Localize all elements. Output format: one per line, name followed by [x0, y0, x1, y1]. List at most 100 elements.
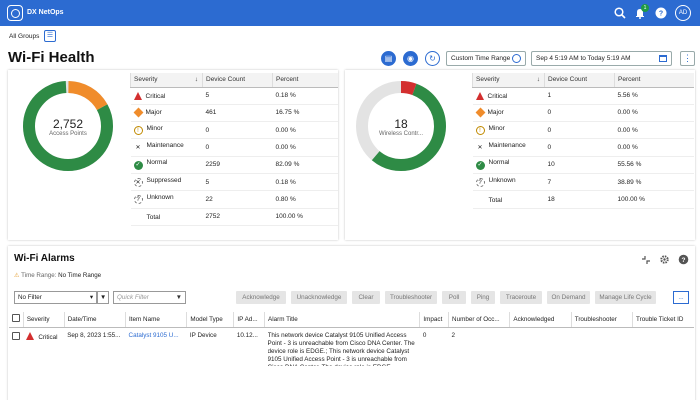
reports-button[interactable]: ▤: [381, 51, 396, 66]
manage-life-cycle-button[interactable]: Manage Life Cycle: [595, 291, 656, 304]
severity-row[interactable]: ✓ Normal 10 55.56 %: [472, 156, 694, 174]
collapse-icon[interactable]: [641, 255, 651, 265]
troubleshooter-button[interactable]: Troubleshooter: [385, 291, 437, 304]
col-device-count[interactable]: Device Count: [544, 73, 615, 88]
donut-slice-normal[interactable]: [23, 81, 113, 171]
severity-label: Total: [146, 214, 161, 222]
severity-row[interactable]: Major 461 16.75 %: [130, 104, 338, 123]
severity-row[interactable]: Critical 1 5.56 %: [472, 87, 694, 105]
device-count: 10: [544, 156, 615, 174]
donut-slice-critical[interactable]: [356, 81, 446, 171]
unknown-icon: ?: [133, 195, 143, 205]
col-date-time[interactable]: Date/Time: [63, 312, 126, 328]
severity-label: Normal: [488, 159, 510, 167]
breadcrumb-all-groups[interactable]: All Groups: [9, 33, 40, 40]
col-acknowledged[interactable]: Acknowledged: [509, 312, 572, 328]
acknowledge-button[interactable]: Acknowledge: [236, 291, 286, 304]
col-trouble-ticket-id[interactable]: Trouble Ticket ID: [632, 312, 694, 328]
severity-row[interactable]: ✕ Suppressed 5 0.18 %: [130, 173, 338, 192]
severity-row[interactable]: ✓ Normal 2259 82.09 %: [130, 156, 338, 174]
select-all-checkbox[interactable]: [12, 314, 20, 323]
wireless-controllers-severity-table: Severity ↓ Device Count Percent Critical…: [472, 73, 694, 209]
on-demand-button[interactable]: On Demand: [547, 291, 590, 304]
col-severity[interactable]: Severity ↓: [130, 73, 203, 88]
traceroute-button[interactable]: Traceroute: [500, 291, 542, 304]
col-device-count[interactable]: Device Count: [202, 73, 273, 88]
trouble-ticket-id: [633, 327, 694, 370]
col-model-type[interactable]: Model Type: [186, 312, 234, 328]
device-count: 2259: [202, 156, 273, 174]
user-avatar[interactable]: AD: [675, 5, 691, 21]
severity-row[interactable]: Major 0 0.00 %: [472, 104, 694, 123]
col-severity[interactable]: Severity ↓: [472, 73, 545, 88]
wireless-controllers-donut: [356, 81, 446, 171]
col-percent[interactable]: Percent: [272, 73, 338, 88]
quick-filter-input[interactable]: Quick Filter ▼: [113, 291, 186, 304]
percent: 38.89 %: [614, 173, 694, 192]
col-severity[interactable]: Severity: [22, 312, 65, 328]
custom-time-range-button[interactable]: Custom Time Range: [446, 51, 526, 66]
severity-row[interactable]: ✕ Maintenance 0 0.00 %: [472, 138, 694, 157]
severity-row[interactable]: ✕ Maintenance 0 0.00 %: [130, 138, 338, 157]
more-actions-button[interactable]: ...: [673, 291, 689, 304]
svg-text:?: ?: [659, 11, 663, 18]
device-count: 0: [202, 138, 273, 157]
percent: 16.75 %: [272, 104, 338, 123]
percent: 0.00 %: [272, 138, 338, 157]
percent: 0.18 %: [272, 87, 338, 105]
col-number-of-occ[interactable]: Number of Occ...: [448, 312, 510, 328]
occurrences: 2: [451, 331, 456, 339]
filter-funnel-button[interactable]: ▼: [97, 291, 109, 304]
filter-select[interactable]: No Filter ▾: [14, 291, 97, 304]
severity-row[interactable]: ? Unknown 22 0.80 %: [130, 190, 338, 209]
device-count: 461: [202, 104, 273, 123]
model-type: IP Device: [189, 331, 217, 339]
date-range-field[interactable]: Sep 4 5:19 AM to Today 5:19 AM: [531, 51, 672, 66]
clear-button[interactable]: Clear: [352, 291, 380, 304]
refresh-button[interactable]: ↻: [425, 51, 440, 66]
device-count: 7: [544, 173, 615, 192]
device-count: 1: [544, 87, 615, 105]
col-item-name[interactable]: Item Name: [125, 312, 187, 328]
col-alarm-title[interactable]: Alarm Title: [264, 312, 420, 328]
device-count: 18: [544, 190, 615, 209]
group-tree-icon[interactable]: ☰: [44, 30, 56, 42]
severity-label: Minor: [488, 125, 505, 133]
severity-row[interactable]: Total 2752 100.00 %: [130, 208, 338, 226]
severity-label: Maintenance: [488, 142, 526, 150]
unacknowledge-button[interactable]: Unacknowledge: [291, 291, 347, 304]
unknown-icon: ?: [475, 178, 485, 188]
col-ip-ad[interactable]: IP Ad...: [233, 312, 265, 328]
minor-icon: !: [133, 126, 143, 136]
severity-label: Normal: [146, 159, 168, 167]
normal-icon: ✓: [133, 161, 143, 171]
settings-gear-icon[interactable]: [659, 254, 670, 265]
row-checkbox[interactable]: [12, 331, 20, 340]
poll-button[interactable]: Poll: [442, 291, 466, 304]
critical-icon: [26, 331, 35, 340]
help-icon[interactable]: ?: [678, 254, 689, 265]
ping-button[interactable]: Ping: [471, 291, 495, 304]
view-icon-button[interactable]: ◉: [403, 51, 418, 66]
severity-row[interactable]: ? Unknown 7 38.89 %: [472, 173, 694, 192]
help-icon[interactable]: ?: [654, 6, 668, 20]
percent: 0.80 %: [272, 190, 338, 209]
severity-row[interactable]: ! Minor 0 0.00 %: [472, 121, 694, 140]
item-name-link[interactable]: Catalyst 9105 U...: [128, 331, 179, 339]
app-logo-icon[interactable]: [7, 5, 23, 21]
notification-badge: 1: [641, 4, 649, 12]
percent: 0.18 %: [272, 173, 338, 192]
donut-slice-normal[interactable]: [356, 81, 446, 171]
severity-label: Major: [487, 109, 504, 117]
alarm-row[interactable]: Critical Sep 8, 2023 1:55... Catalyst 9105…: [9, 327, 694, 370]
more-options-button[interactable]: ⋮: [680, 51, 695, 66]
col-troubleshooter[interactable]: Troubleshooter: [570, 312, 633, 328]
severity-row[interactable]: Critical 5 0.18 %: [130, 87, 338, 105]
severity-row[interactable]: ! Minor 0 0.00 %: [130, 121, 338, 140]
search-icon[interactable]: [613, 6, 627, 20]
severity-label: Unknown: [488, 177, 516, 185]
col-impact[interactable]: Impact: [419, 312, 449, 328]
col-percent[interactable]: Percent: [614, 73, 694, 88]
calendar-icon[interactable]: [659, 55, 667, 62]
severity-row[interactable]: Total 18 100.00 %: [472, 190, 694, 209]
